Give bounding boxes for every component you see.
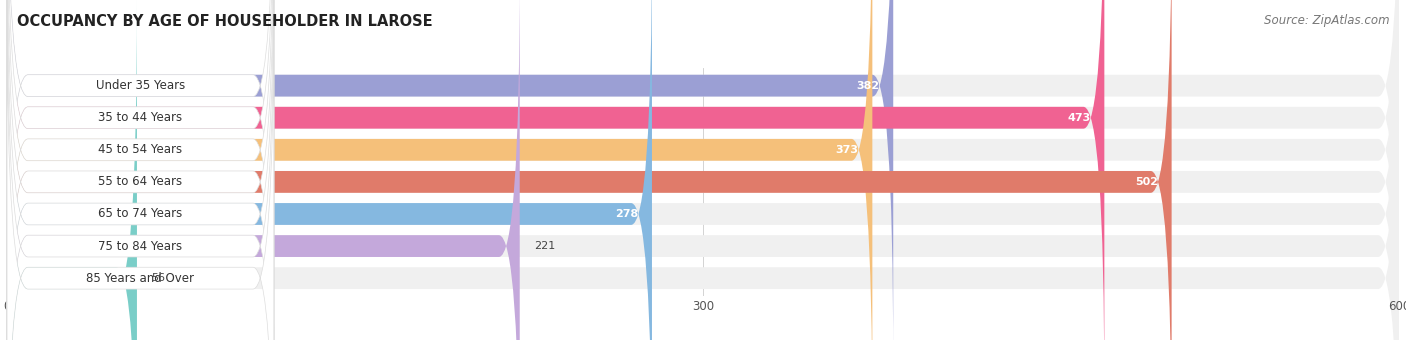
Text: Under 35 Years: Under 35 Years: [96, 79, 186, 92]
FancyBboxPatch shape: [7, 0, 872, 340]
Text: 473: 473: [1067, 113, 1091, 123]
Text: 35 to 44 Years: 35 to 44 Years: [98, 111, 183, 124]
Text: 75 to 84 Years: 75 to 84 Years: [98, 240, 183, 253]
FancyBboxPatch shape: [7, 0, 1399, 340]
Text: 55 to 64 Years: 55 to 64 Years: [98, 175, 183, 188]
FancyBboxPatch shape: [7, 0, 1399, 340]
FancyBboxPatch shape: [7, 0, 1399, 340]
Text: 85 Years and Over: 85 Years and Over: [86, 272, 194, 285]
FancyBboxPatch shape: [7, 0, 274, 340]
FancyBboxPatch shape: [7, 0, 520, 340]
FancyBboxPatch shape: [7, 0, 274, 340]
Text: OCCUPANCY BY AGE OF HOUSEHOLDER IN LAROSE: OCCUPANCY BY AGE OF HOUSEHOLDER IN LAROS…: [17, 14, 433, 29]
Text: 221: 221: [534, 241, 555, 251]
Text: 382: 382: [856, 81, 879, 91]
Text: 373: 373: [835, 145, 859, 155]
FancyBboxPatch shape: [7, 0, 274, 340]
Text: Source: ZipAtlas.com: Source: ZipAtlas.com: [1264, 14, 1389, 27]
FancyBboxPatch shape: [7, 0, 893, 340]
Text: 65 to 74 Years: 65 to 74 Years: [98, 207, 183, 220]
FancyBboxPatch shape: [7, 0, 1399, 340]
Text: 502: 502: [1135, 177, 1157, 187]
FancyBboxPatch shape: [7, 0, 1399, 340]
FancyBboxPatch shape: [7, 0, 1399, 340]
FancyBboxPatch shape: [7, 0, 652, 340]
Text: 278: 278: [614, 209, 638, 219]
FancyBboxPatch shape: [7, 0, 274, 340]
FancyBboxPatch shape: [7, 0, 136, 340]
FancyBboxPatch shape: [7, 0, 274, 340]
Text: 56: 56: [150, 273, 165, 283]
FancyBboxPatch shape: [7, 0, 274, 340]
FancyBboxPatch shape: [7, 0, 1399, 340]
FancyBboxPatch shape: [7, 0, 274, 340]
FancyBboxPatch shape: [7, 0, 1104, 340]
Text: 45 to 54 Years: 45 to 54 Years: [98, 143, 183, 156]
FancyBboxPatch shape: [7, 0, 1171, 340]
